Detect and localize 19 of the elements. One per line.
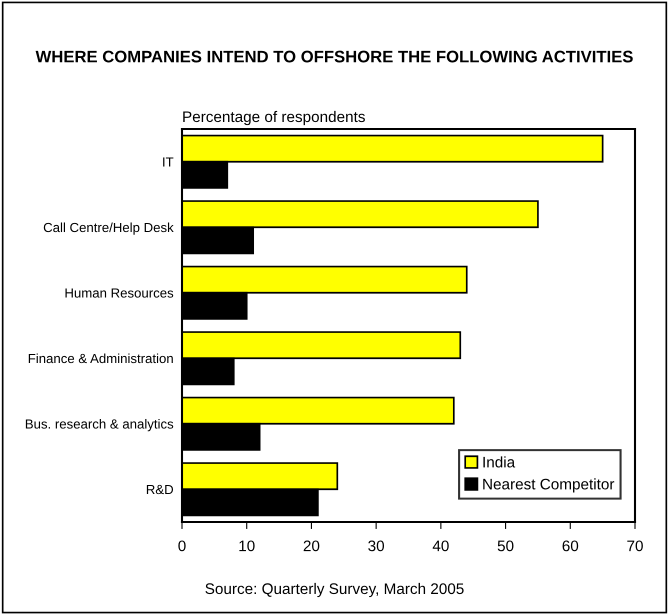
y-tick-label: IT [163, 157, 174, 167]
source-note: Source: Quarterly Survey, March 2005 [205, 582, 464, 598]
x-tick-label: 0 [178, 540, 186, 552]
x-tick-label: 20 [304, 540, 320, 552]
x-tick-label: 60 [562, 540, 578, 552]
x-tick-label: 70 [627, 540, 643, 552]
x-tick-label: 50 [498, 540, 514, 552]
y-tick-label: Finance & Administration [28, 353, 173, 364]
chart-title: WHERE COMPANIES INTEND TO OFFSHORE THE FOLLOWING ACTIVITIES [36, 50, 633, 62]
legend-label: Nearest Competitor [483, 478, 614, 493]
y-tick-label: Human Resources [65, 288, 174, 298]
y-tick-label: Bus. research & analytics [26, 418, 174, 432]
legend-label: India [483, 456, 516, 468]
x-tick-label: 30 [368, 540, 384, 552]
x-tick-label: 40 [432, 540, 449, 552]
chart-subtitle: Percentage of respondents [183, 110, 365, 126]
y-tick-label: Call Centre/Help Desk [44, 222, 174, 235]
y-tick-label: R&D [146, 484, 174, 494]
x-tick-label: 10 [239, 540, 255, 552]
